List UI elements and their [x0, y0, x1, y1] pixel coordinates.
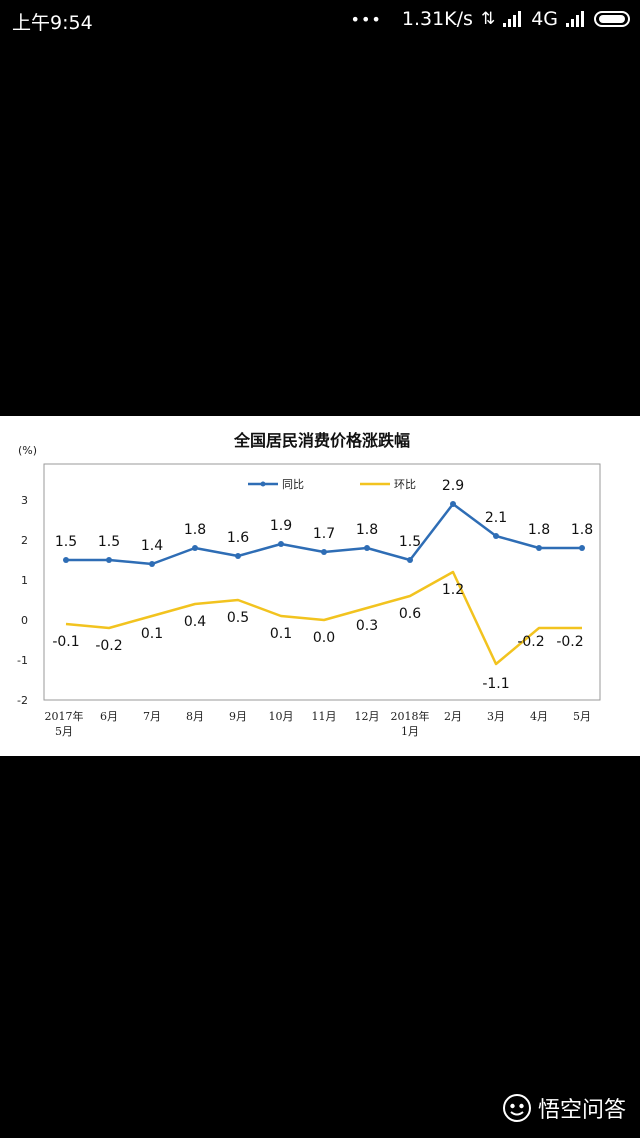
- data-label: 0.5: [227, 610, 249, 626]
- y-axis-ticks: 3 2 1 0 -1 -2: [17, 494, 28, 707]
- x-tick-label: 2017年 5月: [45, 709, 84, 738]
- x-tick-label: 9月: [229, 710, 247, 723]
- data-point: [364, 545, 370, 551]
- data-point: [579, 545, 585, 551]
- plot-area-frame: [43, 463, 601, 701]
- data-label: -0.2: [95, 638, 122, 654]
- data-label: 2.9: [442, 478, 464, 494]
- data-label: 1.6: [227, 530, 249, 546]
- watermark: 悟空问答: [502, 1092, 626, 1124]
- status-time: 上午9:54: [12, 12, 93, 34]
- x-tick-label: 10月: [269, 710, 294, 723]
- data-label: 0.3: [356, 618, 378, 634]
- data-point: [278, 541, 284, 547]
- signal-icon: [566, 11, 586, 27]
- data-point: [536, 545, 542, 551]
- data-label: -0.2: [556, 634, 583, 650]
- series-line: [65, 570, 582, 666]
- data-point: [450, 501, 456, 507]
- y-tick-label: -2: [17, 694, 28, 707]
- y-tick-label: 2: [21, 534, 28, 547]
- status-bar: 上午9:54 ••• 1.31K/s ⇅ 4G: [0, 0, 640, 40]
- y-tick-label: 3: [21, 494, 28, 507]
- data-point: [106, 557, 112, 563]
- x-tick-label: 12月: [355, 710, 380, 723]
- data-point: [192, 545, 198, 551]
- network-type: 4G: [531, 8, 558, 30]
- x-tick-label: 8月: [186, 710, 204, 723]
- signal-icon: [503, 11, 523, 27]
- data-point: [149, 561, 155, 567]
- y-tick-label: 0: [21, 614, 28, 627]
- data-label: -0.1: [52, 634, 79, 650]
- x-tick-label: 3月: [487, 710, 505, 723]
- line-chart: 全国居民消费价格涨跌幅 (%) 3 2 1 0 -1 -2 2017年 5月 6月 7月 8月 9月…: [17, 431, 601, 738]
- legend-label: 同比: [282, 478, 304, 491]
- x-tick-label: 6月: [100, 710, 118, 723]
- x-tick-label: 5月: [573, 710, 591, 723]
- y-tick-label: -1: [17, 654, 28, 667]
- data-label: 1.8: [356, 522, 378, 538]
- data-point: [493, 533, 499, 539]
- net-speed: 1.31K/s: [401, 8, 473, 30]
- data-label: 1.8: [571, 522, 593, 538]
- watermark-text: 悟空问答: [537, 1098, 626, 1123]
- data-label: 1.2: [442, 582, 464, 598]
- x-axis-ticks: 2017年 5月 6月 7月 8月 9月 10月 11月 12月 2018年 1月 2月 3月 4月 5月: [45, 709, 592, 738]
- data-label: 1.9: [270, 518, 292, 534]
- data-label: 1.5: [399, 534, 421, 550]
- x-tick-label: 2018年 1月: [391, 709, 430, 738]
- data-label: 1.8: [528, 522, 550, 538]
- wukong-logo-icon: [502, 1094, 531, 1122]
- x-tick-label: 2月: [444, 710, 462, 723]
- data-point: [235, 553, 241, 559]
- data-point: [407, 557, 413, 563]
- legend-marker: [260, 481, 266, 487]
- series-layer: 1.5 1.5 1.4 1.8 1.6 1.9 1.7 1.8 1.5 2.9 2.1 1.8 1.8 -…: [52, 478, 593, 692]
- data-label: 0.1: [270, 626, 292, 642]
- data-label: -0.2: [517, 634, 544, 650]
- data-label: 0.4: [184, 614, 206, 630]
- data-label: 0.0: [313, 630, 335, 646]
- y-tick-label: 1: [21, 574, 28, 587]
- chart-figure: 全国居民消费价格涨跌幅 (%) 3 2 1 0 -1 -2 2017年 5月 6月 7月 8月 9月…: [0, 416, 640, 756]
- status-right: ••• 1.31K/s ⇅ 4G: [351, 8, 630, 30]
- data-label: 1.5: [55, 534, 77, 550]
- data-label: 2.1: [485, 510, 507, 526]
- data-label: 1.7: [313, 526, 335, 542]
- x-tick-label: 4月: [530, 710, 548, 723]
- data-label: 0.6: [399, 606, 421, 622]
- data-label: 1.4: [141, 538, 163, 554]
- x-tick-label: 7月: [143, 710, 161, 723]
- chart-title: 全国居民消费价格涨跌幅: [233, 431, 410, 450]
- more-dots-icon: •••: [350, 9, 382, 29]
- data-point: [321, 549, 327, 555]
- chart-legend: 同比 环比: [248, 478, 416, 491]
- y-axis-unit: (%): [18, 444, 37, 457]
- data-label: -1.1: [482, 676, 509, 692]
- data-point: [63, 557, 69, 563]
- legend-label: 环比: [394, 478, 416, 491]
- battery-icon: [594, 11, 630, 27]
- data-label: 1.8: [184, 522, 206, 538]
- x-tick-label: 11月: [312, 710, 337, 723]
- data-label: 1.5: [98, 534, 120, 550]
- data-arrows-icon: ⇅: [480, 9, 496, 29]
- data-label: 0.1: [141, 626, 163, 642]
